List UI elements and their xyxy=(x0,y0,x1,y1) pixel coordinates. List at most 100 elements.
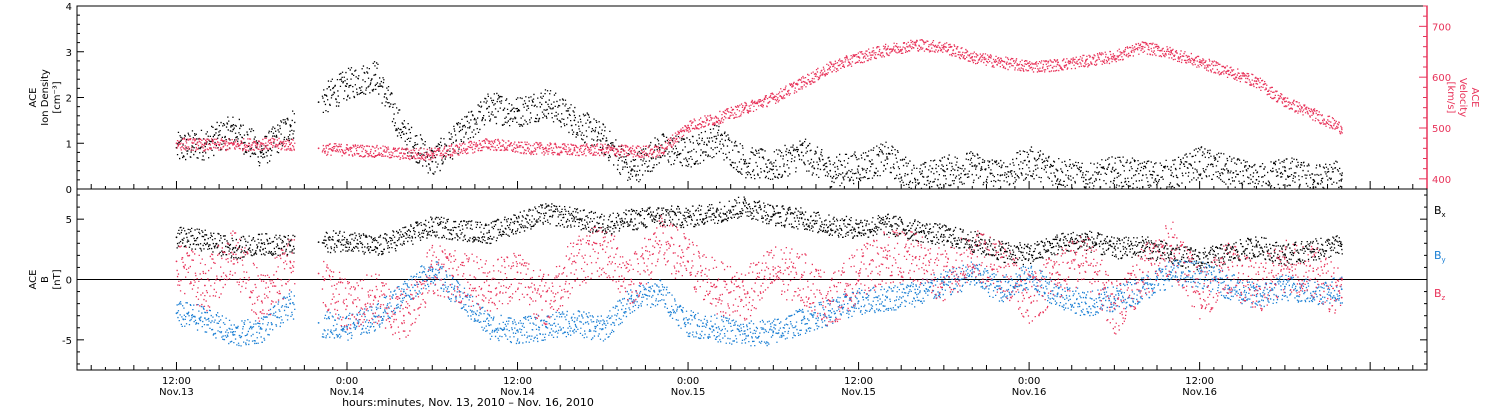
bx-series-point xyxy=(260,242,263,245)
x-tick-date-label: Nov.15 xyxy=(841,387,876,398)
bx-series-point xyxy=(1227,252,1229,254)
bx-series-point xyxy=(914,229,917,231)
bz-series-point xyxy=(601,248,604,251)
bx-series-point xyxy=(346,238,348,241)
top-right-tick-label: 700 xyxy=(1432,22,1451,33)
by-series-point xyxy=(204,317,206,319)
velocity-series xyxy=(175,39,1343,161)
x-tick-time-label: 0:00 xyxy=(677,376,699,387)
top-right-tick-label: 500 xyxy=(1432,124,1451,135)
bz-series-point xyxy=(1141,271,1144,274)
bx-series-point xyxy=(1170,253,1173,256)
by-series-point xyxy=(1312,290,1315,293)
velocity-series-point xyxy=(204,143,206,146)
velocity-series-point xyxy=(374,150,377,152)
velocity-series-point xyxy=(772,96,775,99)
by-series-point xyxy=(1056,293,1059,295)
bx-series-point xyxy=(1028,253,1030,256)
ion-density-series-point xyxy=(942,169,945,172)
ion-density-series-point xyxy=(772,165,775,168)
bx-series-point xyxy=(374,246,377,248)
ion-density-series-point xyxy=(1312,178,1315,181)
velocity-series-point xyxy=(431,152,434,155)
velocity-series-point xyxy=(914,43,917,45)
by-series-point xyxy=(1170,271,1173,274)
bz-series-point xyxy=(999,266,1002,269)
bz-series-point xyxy=(346,305,348,307)
by-series-point xyxy=(942,283,945,286)
bx-series-point xyxy=(999,249,1002,252)
bx-series-point xyxy=(800,217,803,219)
ion-density-series-point xyxy=(1170,174,1173,177)
by-series-point xyxy=(857,300,860,303)
bz-series-point xyxy=(488,284,490,287)
top-left-tick-label: 4 xyxy=(66,2,72,13)
by-series-point xyxy=(914,291,917,294)
bz-series-point xyxy=(1028,296,1030,299)
bx-series-point xyxy=(573,217,576,219)
bx-series-point xyxy=(829,224,832,227)
bottom-y-axis: -5 0 5 xyxy=(62,194,1427,365)
bx-series-point xyxy=(289,244,292,247)
by-series-point xyxy=(1284,285,1286,288)
velocity-series-point xyxy=(1227,70,1229,72)
by-series-point xyxy=(573,320,576,323)
ion-density-series-point xyxy=(744,160,746,163)
velocity-series-point xyxy=(346,148,348,151)
bz-series-point xyxy=(630,278,633,281)
bz-series-point xyxy=(175,260,178,263)
bx-series-point xyxy=(204,238,206,241)
velocity-series-point xyxy=(573,148,576,151)
bx-series-point xyxy=(1056,242,1059,245)
legend-entry-by: By xyxy=(1434,249,1446,264)
bz-series-point xyxy=(1113,307,1116,310)
bx-series-point xyxy=(630,218,633,221)
ion-density-series-point xyxy=(516,110,519,113)
bottom-ylabel: ACEB[nT] xyxy=(28,269,63,289)
by-series-point xyxy=(232,334,235,336)
bx-series-point xyxy=(715,211,718,213)
bx-series-point xyxy=(317,241,320,244)
velocity-series-point xyxy=(1340,127,1343,129)
ion-density-series-point xyxy=(260,151,263,154)
x-tick-date-label: Nov.14 xyxy=(330,387,365,398)
bz-series-point xyxy=(317,272,320,275)
velocity-series-point xyxy=(1312,112,1315,115)
bz-series-point xyxy=(800,276,803,278)
by-series-point xyxy=(516,329,519,332)
bottom-tick-label: 0 xyxy=(66,276,72,287)
bx-series-point xyxy=(232,247,235,250)
x-tick-time-label: 0:00 xyxy=(1018,376,1040,387)
bz-series-point xyxy=(1198,293,1201,295)
ion-density-series-point xyxy=(857,165,860,168)
by-series-point xyxy=(175,312,178,315)
bx-series-point xyxy=(1284,253,1286,256)
bz-series-point xyxy=(260,300,263,303)
velocity-series-points xyxy=(176,39,1343,161)
bz-series-point xyxy=(772,268,775,271)
ion-density-series-point xyxy=(1198,160,1201,163)
bz-series-point xyxy=(744,293,746,295)
bx-series-point xyxy=(1340,243,1343,246)
velocity-series-point xyxy=(1170,51,1173,54)
velocity-series-point xyxy=(289,143,292,146)
bx-series-point xyxy=(175,236,178,239)
top-right-tick-label: 400 xyxy=(1432,175,1451,186)
by-series-point xyxy=(488,324,490,327)
by-series-point xyxy=(601,328,604,330)
bz-series-point xyxy=(1056,271,1059,274)
by-series-point xyxy=(431,268,434,271)
bx-series-point xyxy=(516,220,519,223)
bz-series-point xyxy=(829,300,832,303)
by-series-point xyxy=(744,332,746,335)
bx-series-point xyxy=(1141,244,1144,247)
ion-density-series-point xyxy=(971,165,974,168)
x-tick-date-label: Nov.16 xyxy=(1182,387,1217,398)
bz-series-point xyxy=(374,296,377,299)
bx-series-point xyxy=(601,223,604,225)
ion-density-series-point xyxy=(1056,169,1059,172)
by-series-point xyxy=(289,302,292,305)
velocity-series-point xyxy=(175,142,178,145)
velocity-series-point xyxy=(715,116,718,119)
by-series-point xyxy=(1198,272,1201,275)
